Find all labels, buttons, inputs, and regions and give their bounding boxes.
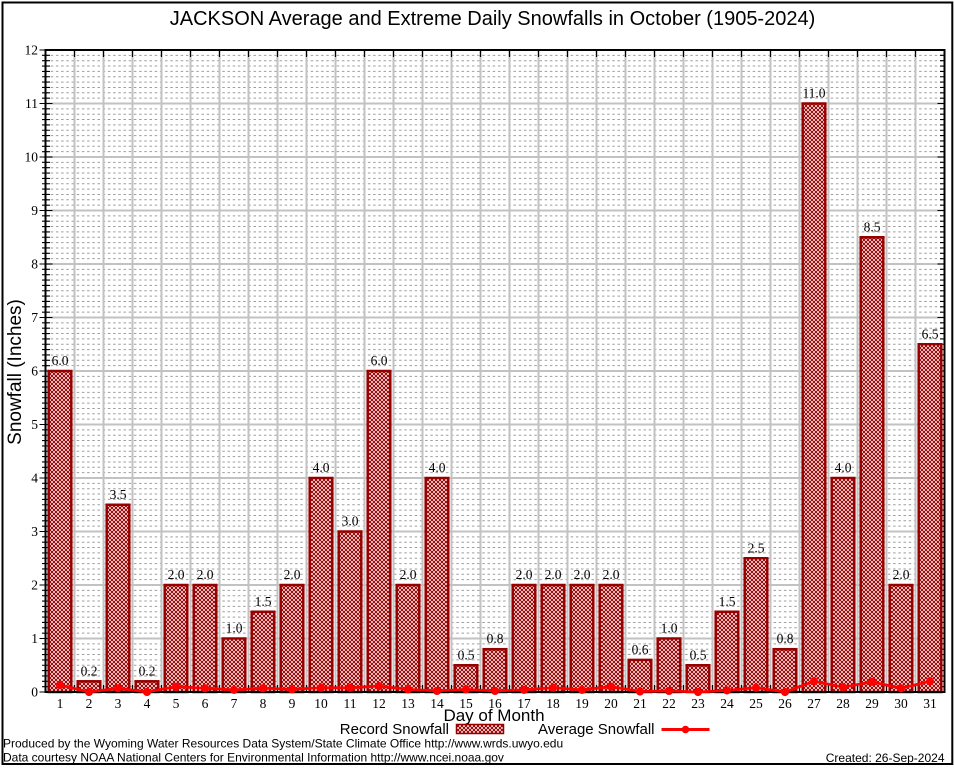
svg-text:8: 8 [31,257,38,272]
svg-text:5: 5 [31,417,38,432]
svg-text:2.0: 2.0 [284,567,301,582]
svg-text:Average Snowfall: Average Snowfall [538,721,654,738]
svg-text:6.5: 6.5 [922,326,939,341]
svg-text:2.0: 2.0 [400,567,417,582]
svg-text:11: 11 [25,96,38,111]
svg-text:24: 24 [720,696,734,711]
svg-text:0.8: 0.8 [487,631,504,646]
svg-text:8: 8 [260,696,267,711]
svg-text:17: 17 [517,696,531,711]
svg-text:3.5: 3.5 [110,487,127,502]
svg-text:2.0: 2.0 [197,567,214,582]
svg-text:12: 12 [25,43,39,58]
svg-text:23: 23 [691,696,705,711]
svg-text:1.5: 1.5 [719,594,736,609]
svg-text:7: 7 [231,696,238,711]
svg-text:21: 21 [633,696,647,711]
svg-text:0.5: 0.5 [458,647,475,662]
svg-text:31: 31 [923,696,937,711]
svg-text:5: 5 [173,696,180,711]
svg-text:28: 28 [836,696,850,711]
svg-text:3.0: 3.0 [342,514,359,529]
svg-text:3: 3 [31,524,38,539]
svg-text:18: 18 [546,696,560,711]
svg-text:10: 10 [25,150,39,165]
svg-text:Data courtesy NOAA National Ce: Data courtesy NOAA National Centers for … [3,751,504,765]
svg-text:13: 13 [401,696,415,711]
svg-text:1: 1 [57,696,64,711]
svg-text:4.0: 4.0 [429,460,446,475]
svg-text:Day of Month: Day of Month [443,706,544,725]
svg-text:4.0: 4.0 [313,460,330,475]
svg-text:Snowfall (Inches): Snowfall (Inches) [5,299,26,445]
svg-text:27: 27 [807,696,821,711]
svg-text:4: 4 [144,696,151,711]
svg-text:14: 14 [430,696,444,711]
svg-text:11: 11 [344,696,357,711]
svg-text:3: 3 [115,696,122,711]
svg-text:6.0: 6.0 [371,353,388,368]
svg-text:11.0: 11.0 [802,86,825,101]
svg-text:9: 9 [289,696,296,711]
svg-text:9: 9 [31,203,38,218]
svg-text:2.0: 2.0 [893,567,910,582]
svg-text:29: 29 [865,696,879,711]
svg-text:6: 6 [31,364,38,379]
svg-text:15: 15 [459,696,473,711]
svg-text:10: 10 [314,696,328,711]
svg-text:4.0: 4.0 [835,460,852,475]
svg-text:0: 0 [31,685,38,700]
svg-text:4: 4 [31,471,38,486]
svg-text:0.5: 0.5 [690,647,707,662]
svg-text:19: 19 [575,696,589,711]
svg-text:0.2: 0.2 [81,663,98,678]
svg-text:1.0: 1.0 [226,621,243,636]
svg-text:2.0: 2.0 [516,567,533,582]
svg-text:2: 2 [31,578,38,593]
svg-text:7: 7 [31,310,38,325]
svg-text:30: 30 [894,696,908,711]
svg-text:2: 2 [86,696,93,711]
svg-text:0.2: 0.2 [139,663,156,678]
svg-text:JACKSON Average and Extreme Da: JACKSON Average and Extreme Daily Snowfa… [170,8,816,30]
svg-text:2.5: 2.5 [748,540,765,555]
svg-text:2.0: 2.0 [545,567,562,582]
svg-text:6: 6 [202,696,209,711]
svg-text:0.6: 0.6 [632,642,649,657]
svg-text:12: 12 [372,696,386,711]
svg-text:2.0: 2.0 [574,567,591,582]
svg-text:Record Snowfall: Record Snowfall [340,721,449,738]
svg-text:1.5: 1.5 [255,594,272,609]
svg-text:25: 25 [749,696,763,711]
svg-text:2.0: 2.0 [168,567,185,582]
svg-text:2.0: 2.0 [603,567,620,582]
svg-text:Produced by the Wyoming Water: Produced by the Wyoming Water Resources … [3,737,563,751]
svg-text:1.0: 1.0 [661,621,678,636]
svg-text:1: 1 [31,631,38,646]
svg-text:6.0: 6.0 [52,353,69,368]
svg-text:0.8: 0.8 [777,631,794,646]
svg-text:26: 26 [778,696,792,711]
svg-text:20: 20 [604,696,618,711]
svg-text:Created: 26-Sep-2024: Created: 26-Sep-2024 [826,751,945,765]
svg-text:22: 22 [662,696,676,711]
svg-text:8.5: 8.5 [864,219,881,234]
svg-text:16: 16 [488,696,502,711]
